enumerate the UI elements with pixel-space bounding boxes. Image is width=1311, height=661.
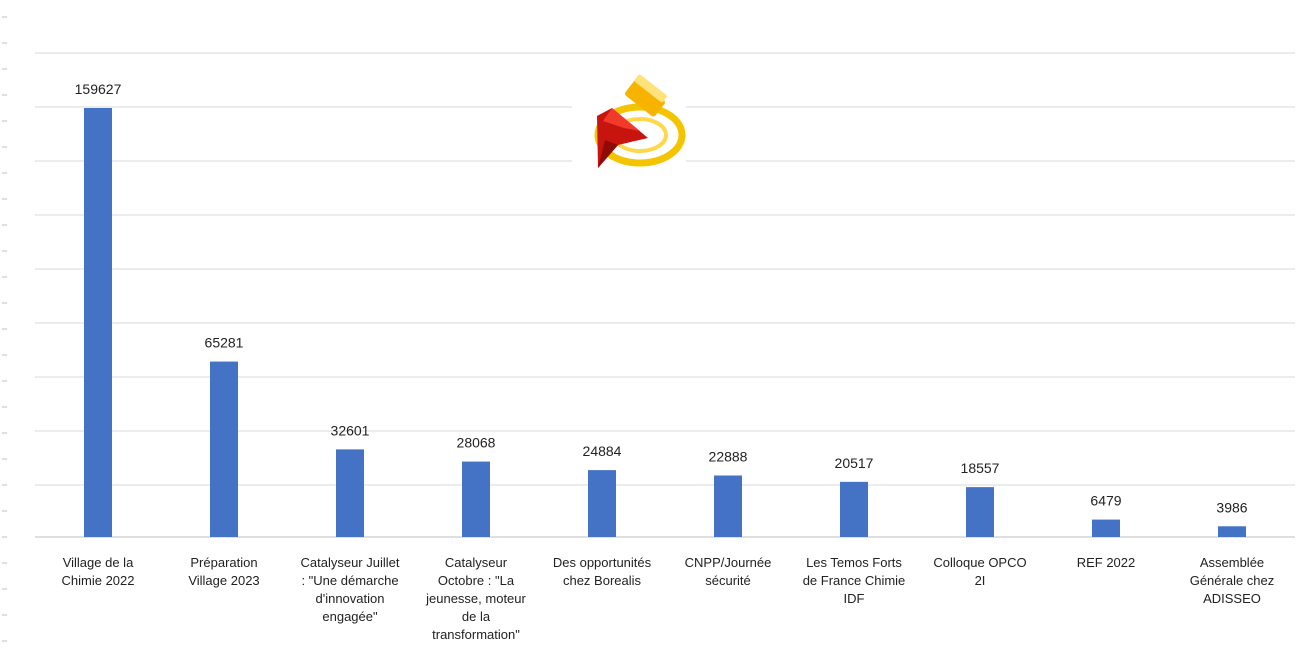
bar xyxy=(714,475,742,537)
bar-value-label: 28068 xyxy=(457,435,496,451)
bar xyxy=(210,361,238,537)
category-label: Des opportunités chez Borealis xyxy=(553,555,652,588)
category-label: Préparation Village 2023 xyxy=(188,555,259,588)
category-label: Catalyseur Juillet: "Une démarche d'innov… xyxy=(301,555,400,624)
bar xyxy=(1218,526,1246,537)
category-label: Les Temos Forts de France Chimie IDF xyxy=(803,555,906,606)
bar xyxy=(1092,519,1120,537)
bar-value-label: 22888 xyxy=(709,448,748,464)
left-tick-marks xyxy=(2,16,7,642)
bar xyxy=(84,108,112,537)
bar xyxy=(336,449,364,537)
category-label: Village de la Chimie 2022 xyxy=(62,555,135,588)
category-label: Catalyseur Octobre : "La jeunesse, moteur d… xyxy=(425,555,526,642)
bar-value-label: 32601 xyxy=(331,422,370,438)
category-label: REF 2022 xyxy=(1077,555,1136,570)
bar-value-label: 24884 xyxy=(583,443,622,459)
category-label: Colloque OPCO 2I xyxy=(933,555,1026,588)
bars xyxy=(84,108,1246,537)
category-label: Assemblée Générale chez ADISSEO xyxy=(1190,555,1275,606)
bar-value-label: 65281 xyxy=(205,335,244,351)
bar-value-label: 20517 xyxy=(835,455,874,471)
bar xyxy=(588,470,616,537)
bar-value-label: 159627 xyxy=(75,81,122,97)
category-labels: Village de la Chimie 2022 Préparation Villa… xyxy=(62,555,1275,642)
bar xyxy=(462,461,490,537)
data-labels: 159627 65281 32601 28068 24884 22888 20517 1855… xyxy=(75,81,1248,515)
bar xyxy=(966,487,994,537)
bar-value-label: 6479 xyxy=(1090,493,1121,509)
red-arrow-download-icon xyxy=(572,74,686,175)
bar xyxy=(840,481,868,537)
bar-value-label: 3986 xyxy=(1216,499,1247,515)
bar-value-label: 18557 xyxy=(961,460,1000,476)
category-label: CNPP/Journée sécurité xyxy=(685,555,772,588)
